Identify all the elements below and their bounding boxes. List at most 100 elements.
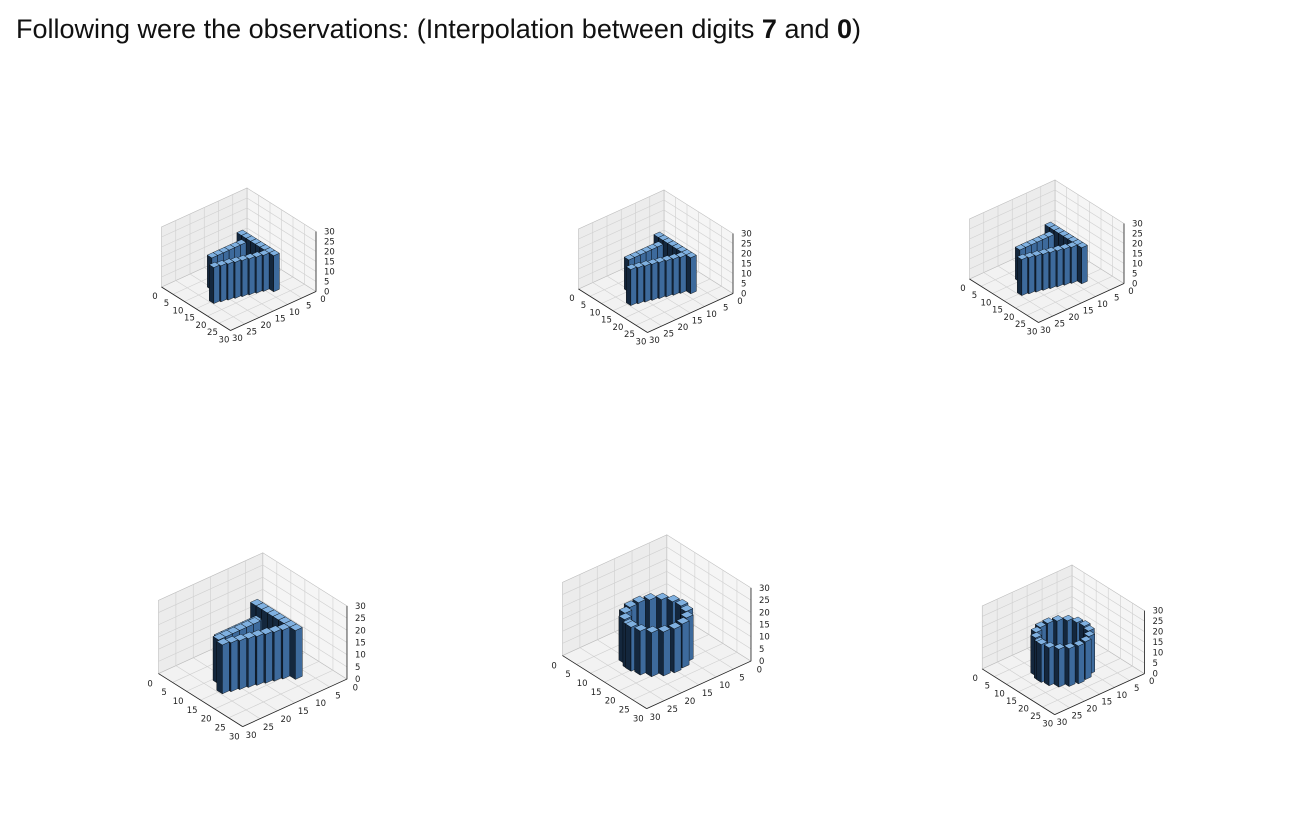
voxel-shape: [1014, 221, 1088, 296]
z-tick-label: 15: [759, 620, 770, 630]
x-axis-line: [230, 291, 317, 331]
voxel-column-top: [1051, 615, 1064, 622]
x-axis-line: [646, 660, 752, 710]
x-tick-label: 25: [263, 723, 274, 733]
voxel-column-top: [625, 263, 637, 270]
x-tick-label: 25: [663, 329, 674, 339]
voxel-column-top: [655, 592, 669, 600]
voxel-column-side: [630, 266, 637, 306]
x-tick-label: 20: [260, 321, 271, 331]
x-tick-label: 10: [289, 308, 300, 318]
x-tick-label: 0: [353, 683, 358, 693]
x-tick-label: 15: [1083, 306, 1094, 316]
y-tick-label: 0: [147, 679, 152, 689]
y-tick-label: 5: [161, 688, 166, 698]
x-tick-label: 5: [1114, 293, 1119, 303]
voxel-column-top: [657, 625, 671, 633]
z-tick-label: 0: [1152, 670, 1157, 680]
x-tick-label: 10: [315, 699, 326, 709]
heading-prefix: Following were the observations: (Interp…: [16, 14, 762, 44]
x-tick-label: 15: [275, 314, 286, 324]
x-tick-label: 10: [706, 310, 717, 320]
z-tick-label: 25: [1132, 230, 1143, 240]
z-tick-label: 30: [741, 230, 752, 240]
heading-suffix: ): [852, 14, 862, 44]
y-axis-line: [969, 278, 1039, 323]
y-tick-label: 15: [992, 306, 1003, 316]
y-tick-label: 10: [577, 679, 588, 689]
z-tick-label: 15: [741, 260, 752, 270]
voxel-column-top: [679, 604, 694, 612]
x-tick-label: 15: [1101, 698, 1112, 708]
voxel-column-side: [222, 641, 230, 695]
z-tick-label: 30: [1132, 220, 1143, 230]
voxel-shape: [206, 229, 280, 304]
voxel-column-side: [1081, 244, 1088, 285]
voxel-column-top: [1014, 244, 1027, 251]
z-tick-label: 5: [1152, 659, 1157, 669]
voxel-column-side: [273, 252, 280, 293]
voxel-column-top: [685, 252, 697, 259]
y-tick-label: 0: [551, 661, 556, 671]
y-tick-label: 25: [1030, 712, 1041, 722]
z-tick-label: 25: [355, 614, 366, 624]
voxel-column-side: [1068, 645, 1076, 687]
z-tick-label: 5: [355, 663, 360, 673]
x-tick-label: 30: [246, 731, 257, 741]
voxel-column-side: [263, 252, 270, 292]
z-tick-label: 25: [1152, 617, 1163, 627]
heading-digit-a: 7: [761, 14, 777, 44]
voxel-column-side: [1028, 254, 1035, 295]
x-tick-label: 15: [298, 707, 309, 717]
z-tick-label: 25: [324, 238, 335, 248]
voxel-column-top: [1076, 242, 1088, 249]
x-tick-label: 30: [1057, 718, 1068, 728]
z-tick-label: 20: [355, 626, 366, 636]
voxel-column-side: [273, 628, 282, 682]
voxel-shape: [623, 231, 697, 306]
y-tick-label: 0: [569, 294, 574, 304]
voxel-column-top: [1034, 621, 1047, 628]
voxel-shape: [212, 598, 303, 695]
z-tick-label: 25: [741, 240, 752, 250]
voxel-column-top: [634, 624, 648, 632]
z-tick-label: 10: [741, 270, 752, 280]
y-tick-label: 25: [619, 706, 630, 716]
voxel-column-top: [1073, 640, 1085, 647]
x-tick-label: 5: [335, 691, 340, 701]
voxel-shape: [618, 592, 694, 678]
y-axis-line: [982, 668, 1055, 715]
z-tick-label: 20: [1152, 628, 1163, 638]
y-axis-line: [562, 655, 647, 709]
x-tick-label: 25: [667, 705, 678, 715]
voxel-column-side: [1049, 249, 1057, 290]
x-tick-label: 15: [692, 316, 703, 326]
x-tick-label: 5: [723, 303, 728, 313]
voxel-column-side: [295, 627, 303, 680]
y-tick-label: 0: [973, 674, 978, 684]
y-tick-label: 5: [985, 682, 990, 692]
x-tick-label: 0: [1128, 287, 1133, 297]
voxel-column-top: [1071, 616, 1084, 623]
y-tick-label: 15: [187, 706, 198, 716]
x-tick-label: 20: [280, 715, 291, 725]
voxel-column-front: [268, 252, 274, 293]
page-heading: Following were the observations: (Interp…: [16, 14, 861, 45]
x-tick-label: 25: [1054, 319, 1065, 329]
y-tick-label: 20: [613, 323, 624, 333]
voxel-column-side: [1021, 256, 1028, 296]
z-tick-label: 0: [324, 288, 329, 298]
voxel-column-top: [1062, 614, 1074, 622]
heading-middle: and: [776, 14, 838, 44]
voxel-column-top: [208, 261, 220, 268]
x-tick-label: 15: [702, 689, 713, 699]
y-axis-line: [161, 286, 231, 331]
voxel-column-top: [623, 254, 636, 261]
voxel-column-side: [1078, 643, 1085, 685]
